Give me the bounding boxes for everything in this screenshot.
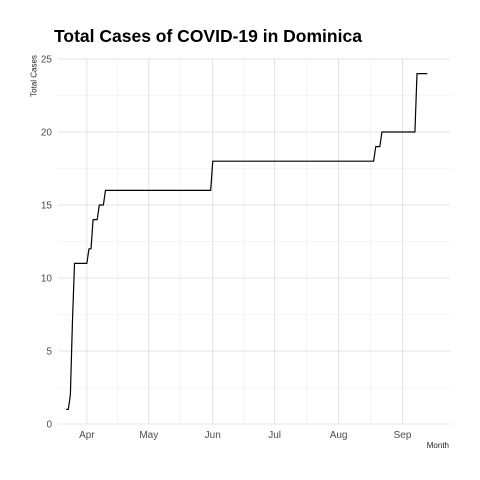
y-tick-label: 5 [46, 347, 52, 358]
x-tick-label: May [139, 430, 158, 441]
y-tick-label: 25 [41, 55, 53, 66]
tick-labels: 0 5 10 15 20 25 Apr May Jun Jul Aug Sep [41, 55, 412, 442]
x-tick-label: Jun [205, 430, 221, 441]
series-layer [66, 73, 428, 410]
y-tick-label: 10 [41, 274, 53, 285]
y-tick-label: 15 [41, 201, 53, 212]
x-tick-label: Sep [394, 430, 412, 441]
series-line [66, 73, 428, 410]
y-tick-label: 0 [46, 420, 52, 431]
x-tick-label: Aug [330, 430, 348, 441]
chart-title: Total Cases of COVID-19 in Dominica [54, 26, 362, 46]
x-tick-label: Jul [268, 430, 281, 441]
y-tick-label: 20 [41, 128, 53, 139]
x-axis-label: Month [426, 441, 449, 450]
grid [58, 58, 450, 425]
x-tick-label: Apr [79, 430, 95, 441]
